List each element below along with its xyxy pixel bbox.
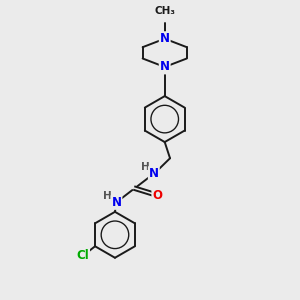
Text: N: N [149, 167, 159, 180]
Text: N: N [160, 32, 170, 45]
Text: H: H [141, 162, 150, 172]
Text: N: N [160, 61, 170, 74]
Text: CH₃: CH₃ [154, 6, 175, 16]
Text: N: N [111, 196, 122, 209]
Text: O: O [152, 189, 162, 202]
Text: H: H [103, 191, 112, 201]
Text: Cl: Cl [76, 249, 89, 262]
